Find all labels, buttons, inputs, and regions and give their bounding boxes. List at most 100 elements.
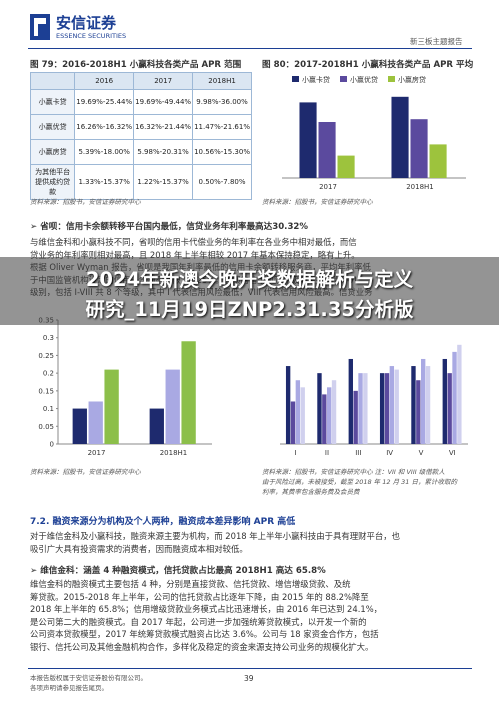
bullet-heading: ➢ 维信金科：涵盖 4 种融资模式，信托贷款占比最高 2018H1 高达 65.… [30, 566, 326, 576]
y-tick-label: 0.05 [38, 423, 54, 431]
table-cell: 9.98%-36.00% [192, 89, 252, 115]
bar [295, 380, 301, 444]
text-line: 是公司第二大的融资模式。自 2017 年起，公司进一步加强统筹贷款模式，以开发一… [30, 616, 367, 627]
banner-line: 2024年新澳今晚开奖数据解析与定义 [85, 268, 414, 291]
chart: 2017 2018H1 小赢卡贷 小赢优贷 小赢房贷 [282, 75, 466, 191]
table-header: 2018H1 [192, 72, 252, 90]
bar [331, 380, 337, 444]
bar [384, 373, 390, 444]
x-tick-label: 2018H1 [160, 449, 188, 457]
bar [442, 358, 447, 444]
y-tick-label: 0.1 [43, 405, 54, 413]
text-line: 对于维信金科及小赢科技，融资来源主要为机构，而 2018 年上半年小赢科技由于具… [30, 531, 401, 541]
logo-cn: 安信证券 [56, 14, 117, 32]
chart: I II III IV V VI [280, 344, 468, 457]
table-cell: 16.26%-16.32% [74, 114, 135, 140]
bar [363, 373, 368, 444]
bar [104, 369, 119, 444]
bar [149, 408, 164, 444]
table-cell: 19.69%-25.44% [74, 89, 135, 115]
text-line: 吸引广大具有投资需求的消费者，因而融资成本相对较低。 [30, 543, 248, 554]
bar [457, 344, 462, 444]
bar [318, 122, 336, 178]
bar [165, 369, 180, 444]
bar [379, 373, 385, 444]
text-line: 与维信金科和小赢科技不同，省呗的信用卡代偿业务的年利率在各业务中相对最低，而信 [30, 237, 357, 247]
bar [416, 380, 421, 444]
bar [410, 119, 428, 178]
figure-title: 图 80：2017-2018H1 小赢科技各类产品 APR 平均 [262, 60, 474, 70]
bar [411, 366, 416, 444]
paragraph: 对于维信金科及小赢科技，融资来源主要为机构，而 2018 年上半年小赢科技由于具… [30, 530, 470, 555]
footer-note: 各项声明请参见报告尾页。 [30, 684, 108, 692]
source: 资料来源：招股书，安信证券研究中心 [30, 468, 141, 476]
table-cell: 10.56%-15.30% [192, 139, 252, 165]
source: 资料来源：招股书，安信证券研究中心 [262, 198, 373, 206]
report-type: 新三板主题报告 [410, 37, 463, 46]
table-cell: 19.69%-49.44% [133, 89, 194, 115]
source-line: 由于风险过高，未被接受，截至 2018 年 12 月 31 日，累计收取的 [262, 478, 457, 486]
legend-swatch [388, 76, 395, 82]
bar [391, 96, 409, 178]
x-tick-label: V [419, 449, 424, 457]
x-tick-label: II [325, 449, 329, 457]
x-tick-label: I [295, 449, 297, 457]
bar [358, 373, 363, 444]
text-line: 2018 年上半年的 65.8%；信用增级贷款业务模式占比迅速增长，由 2016… [30, 604, 383, 615]
y-tick-label: 0.15 [38, 387, 54, 395]
paragraph: 维信金科的融资模式主要包括 4 种，分别是直接贷款、信托贷款、增信增级贷款、及统… [30, 578, 470, 654]
bar [421, 358, 426, 444]
logo-icon [30, 14, 50, 40]
table-header [29, 72, 76, 90]
bar [285, 366, 291, 444]
table-cell: 为其他平台提供成约贷款 [29, 164, 76, 200]
page-number: 39 [244, 674, 254, 683]
table-cell: 5.39%-18.00% [74, 139, 135, 165]
source: 资料来源：招股书，安信证券研究中心 [30, 198, 141, 206]
logo-en: ESSENCE SECURITIES [56, 32, 127, 40]
text-line: 公司资本贷款模型，2017 年统筹贷款模式融资占比达 3.6%。公司与 18 家… [30, 629, 379, 640]
bar [353, 390, 358, 444]
legend-label: 小赢房贷 [398, 75, 426, 84]
legend-swatch [340, 76, 347, 82]
text-line: 维信金科的融资模式主要包括 4 种，分别是直接贷款、信托贷款、增信增级贷款、及统 [30, 579, 351, 589]
table-row: 小赢房贷 5.39%-18.00% 5.98%-20.31% 10.56%-15.30… [29, 139, 252, 165]
bar [299, 102, 317, 178]
text-line: 筹贷款。2015-2018 年上半年，公司的信托贷款占比逐年下降，由 2015 … [30, 591, 369, 602]
table-header: 2017 [133, 72, 194, 90]
table-cell: 1.33%-15.37% [74, 164, 135, 200]
table-row: 小赢优贷 16.26%-16.32% 16.32%-21.44% 11.47%-21.… [29, 114, 252, 140]
y-tick-label: 0 [50, 441, 54, 449]
table-header: 2016 [74, 72, 135, 90]
overlay-banner: 2024年新澳今晚开奖数据解析与定义 研究_11月19日ZNP2.31.35分析… [0, 257, 499, 325]
chart: 00.050.10.150.20.250.30.3520172018H1 [38, 317, 212, 457]
table-row: 2016 2017 2018H1 [29, 72, 252, 90]
bar [425, 366, 431, 444]
table-row: 为其他平台提供成约贷款 1.33%-15.37% 1.22%-15.37% 0.50%… [29, 164, 252, 200]
footer-note: 本报告版权属于安信证券股份有限公司。 [30, 674, 147, 682]
table-cell: 小赢房贷 [29, 139, 76, 165]
table-cell: 16.32%-21.44% [133, 114, 194, 140]
bar [447, 373, 452, 444]
table-cell: 0.50%-7.80% [192, 164, 252, 200]
bar [72, 408, 87, 444]
y-tick-label: 0.25 [38, 352, 54, 360]
x-tick-label: III [355, 449, 361, 457]
x-tick-label: 2017 [319, 183, 337, 191]
source-line: 资料来源：招股书，安信证券研究中心 注：VII 和 VIII 级借款人 [262, 468, 445, 476]
bar [327, 387, 332, 444]
y-tick-label: 0.2 [43, 370, 54, 378]
table-row: 小赢卡贷 19.69%-25.44% 19.69%-49.44% 9.98%-36.0… [29, 89, 252, 115]
footer-rule [28, 668, 472, 669]
table-cell: 11.47%-21.61% [192, 114, 252, 140]
table-cell: 5.98%-20.31% [133, 139, 194, 165]
bar [181, 341, 196, 444]
x-tick-label: 2018H1 [406, 183, 434, 191]
source-line: 利率，其费率包含服务费及会员费 [262, 488, 360, 496]
header-rule [28, 48, 472, 49]
bar [317, 373, 322, 444]
bar [429, 144, 447, 178]
table-cell: 1.22%-15.37% [133, 164, 194, 200]
apr-table: 2016 2017 2018H1 小赢卡贷 19.69%-25.44% 19.69%-49… [29, 72, 252, 200]
x-tick-label: VI [449, 449, 456, 457]
